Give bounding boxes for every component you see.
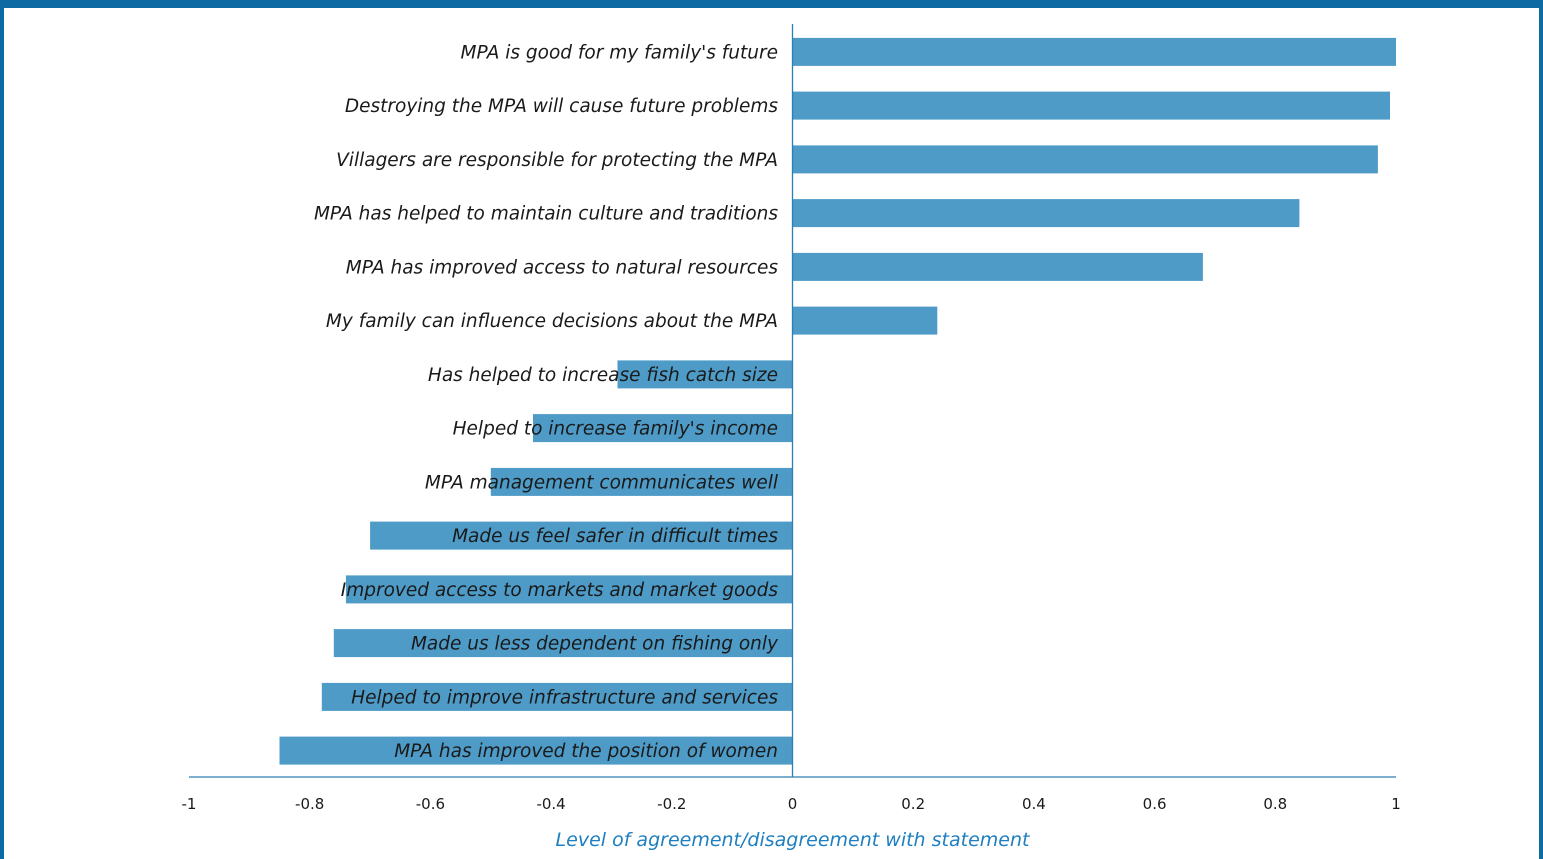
x-tick-label: 1 bbox=[1391, 795, 1401, 813]
bar bbox=[792, 252, 1203, 281]
category-label: MPA has helped to maintain culture and t… bbox=[314, 204, 778, 225]
bar bbox=[792, 199, 1300, 228]
bar bbox=[321, 682, 793, 711]
category-labels: MPA is good for my family's future Destro… bbox=[314, 42, 779, 762]
x-tick-label: 0.4 bbox=[1022, 795, 1046, 813]
category-label: MPA has improved access to natural resou… bbox=[346, 257, 779, 278]
x-tick-label: -1 bbox=[182, 795, 197, 813]
x-axis-title: Level of agreement/disagreement with sta… bbox=[556, 829, 1031, 851]
bar bbox=[792, 306, 938, 335]
category-label: Helped to improve infrastructure and ser… bbox=[351, 687, 778, 708]
x-tick-label: -0.2 bbox=[657, 795, 686, 813]
x-tick-label: -0.8 bbox=[295, 795, 324, 813]
bar bbox=[333, 629, 793, 658]
bar bbox=[792, 145, 1378, 174]
category-label: My family can influence decisions about … bbox=[326, 311, 778, 332]
category-label: Destroying the MPA will cause future pro… bbox=[345, 96, 778, 117]
bar bbox=[792, 91, 1390, 120]
category-label: MPA is good for my family's future bbox=[461, 42, 778, 63]
bar bbox=[279, 736, 793, 765]
category-label: Improved access to markets and market go… bbox=[341, 580, 779, 601]
x-tick-label: 0.2 bbox=[901, 795, 925, 813]
bar bbox=[617, 360, 793, 389]
category-label: Has helped to increase fish catch size bbox=[428, 365, 778, 386]
bars-layer bbox=[279, 37, 1396, 765]
x-tick-label: -0.6 bbox=[416, 795, 445, 813]
x-tick-label: 0 bbox=[788, 795, 798, 813]
x-tick-labels: -1 -0.8 -0.6 -0.4 -0.2 0 0.2 0.4 0.6 0.8 1 bbox=[182, 795, 1401, 813]
category-label: MPA has improved the position of women bbox=[394, 741, 778, 762]
category-label: Villagers are responsible for protecting… bbox=[336, 150, 778, 171]
category-label: MPA management communicates well bbox=[425, 472, 779, 493]
bar bbox=[490, 467, 793, 496]
category-label: Made us less dependent on fishing only bbox=[411, 634, 779, 655]
bar bbox=[345, 575, 793, 604]
category-label: Helped to increase family's income bbox=[453, 419, 778, 440]
x-tick-label: -0.4 bbox=[536, 795, 565, 813]
bar bbox=[370, 521, 793, 550]
bar bbox=[792, 37, 1396, 66]
bar bbox=[533, 414, 793, 443]
category-label: Made us feel safer in difficult times bbox=[452, 526, 778, 547]
x-tick-label: 0.8 bbox=[1263, 795, 1287, 813]
x-tick-label: 0.6 bbox=[1143, 795, 1167, 813]
